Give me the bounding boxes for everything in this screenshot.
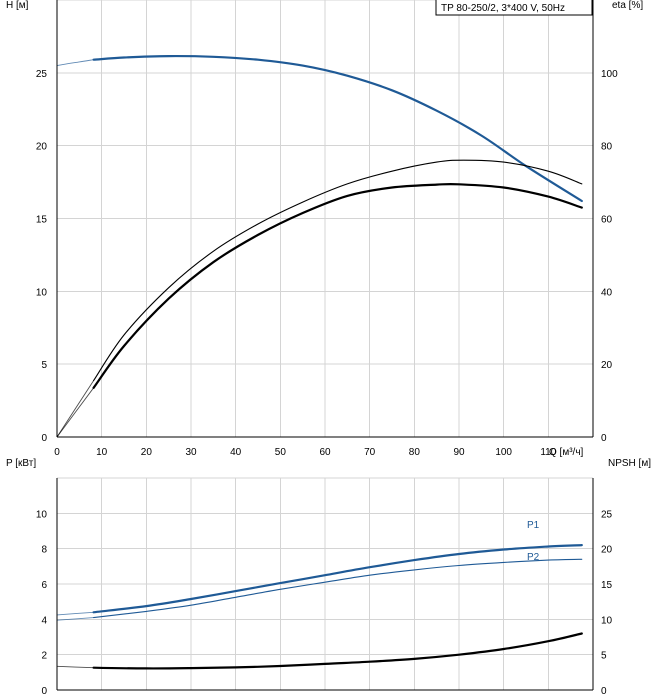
series-curve [92,182,583,389]
tick-label-right: 60 [601,215,613,226]
tick-label-left: 0 [41,686,47,697]
tick-label-right: 100 [601,69,618,80]
tick-label-right: 25 [601,509,613,520]
tick-label-x: 0 [54,447,60,458]
tick-label-x: 70 [364,447,376,458]
tick-label-right: 0 [601,686,607,697]
upper-panel: 0 5 10 15 20 25 0 20 40 60 80 100 0 10 20 30 40 50 60 70 80 9… [6,0,643,458]
tick-label-left: 20 [36,142,48,153]
tick-label-right: 80 [601,142,613,153]
series-curve-extrapolated [56,611,94,616]
series-curve-extrapolated [56,380,94,438]
axis-label-npsh: NPSH [м] [608,458,651,469]
tick-label-x: 20 [141,447,153,458]
tick-label-x: 30 [185,447,197,458]
tick-label-left: 0 [41,433,47,444]
tick-label-x: 50 [275,447,287,458]
axis-label-eta: eta [%] [612,0,643,11]
series-label-p2: P2 [527,552,540,563]
tick-label-left: 2 [41,651,47,662]
tick-label-right: 20 [601,360,613,371]
tick-label-x: 40 [230,447,242,458]
chart-title-box: TP 80-250/2, 3*400 V, 50Hz [435,0,593,16]
axis-label-q: Q [м³/ч] [549,447,584,458]
tick-label-left: 25 [36,69,48,80]
axis-label-h: H [м] [6,0,29,11]
chart-title: TP 80-250/2, 3*400 V, 50Hz [441,3,565,14]
series-label-p1: P1 [527,520,540,531]
tick-label-x: 10 [96,447,108,458]
tick-label-right: 15 [601,580,613,591]
lower-panel: 0 2 4 6 8 10 0 5 10 15 20 25 P [кВт] NPSH [м] P1 P2 [6,458,651,697]
tick-label-x: 100 [495,447,512,458]
tick-label-right: 0 [601,433,607,444]
series-curve [93,159,583,382]
tick-label-right: 10 [601,615,613,626]
tick-label-left: 15 [36,215,48,226]
tick-label-x: 80 [409,447,421,458]
series-curve-extrapolated [56,617,94,621]
series-curve-extrapolated [56,665,94,669]
axis-label-p: P [кВт] [6,458,36,469]
series-curve [92,544,583,614]
tick-label-x: 110 [540,447,556,458]
tick-label-right: 20 [601,545,613,556]
tick-label-left: 10 [36,287,48,298]
tick-label-left: 10 [36,509,48,520]
series-curve-extrapolated [56,387,94,438]
series-curve [92,54,583,203]
tick-label-x: 90 [453,447,465,458]
tick-label-left: 4 [41,615,47,626]
series-curve [93,558,583,619]
tick-label-left: 6 [41,580,47,591]
tick-label-right: 5 [601,651,607,662]
tick-label-left: 8 [41,545,47,556]
series-curve-extrapolated [56,59,94,67]
tick-label-left: 5 [41,360,47,371]
tick-label-x: 60 [319,447,331,458]
series-curve [92,632,583,670]
tick-label-right: 40 [601,287,613,298]
